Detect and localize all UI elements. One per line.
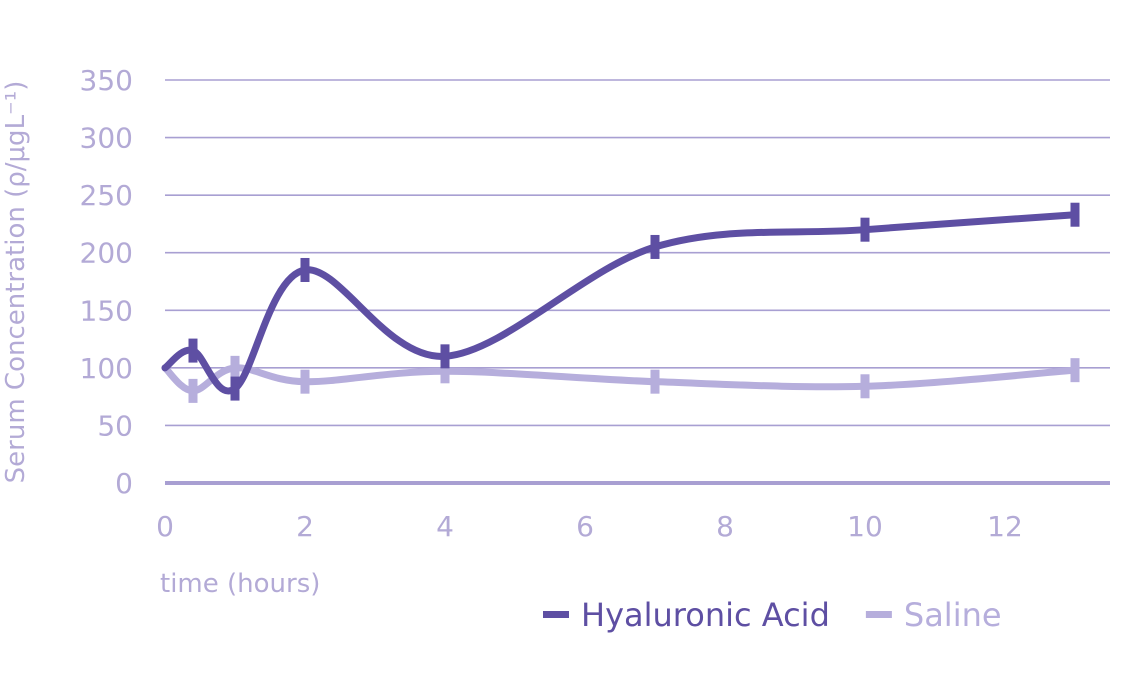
legend-item: Hyaluronic Acid [543,596,830,634]
x-tick-label: 2 [296,510,314,543]
y-tick-label: 150 [80,294,133,327]
data-point-marker [230,376,240,401]
data-point-marker [300,369,310,394]
y-tick-label: 50 [97,409,133,442]
data-point-marker [650,234,660,259]
x-axis-ticks: 0 2 4 6 8 10 12 [156,510,1023,543]
legend-swatch [865,611,892,618]
x-axis-label: time (hours) [160,569,320,599]
legend-label: Saline [904,596,1002,634]
x-tick-label: 0 [156,510,174,543]
x-tick-label: 6 [576,510,594,543]
data-point-marker [860,374,870,399]
series-layer [161,202,1080,403]
y-tick-label: 350 [80,64,133,97]
data-point-marker [188,378,198,403]
y-tick-label: 200 [80,237,133,270]
data-point-marker [230,355,240,380]
data-point-marker [188,338,198,363]
x-tick-label: 4 [436,510,454,543]
series-line [161,211,1079,395]
data-point-marker [1070,358,1080,383]
x-tick-label: 12 [987,510,1023,543]
y-tick-label: 0 [115,467,133,500]
legend-swatch [543,611,569,618]
y-tick-label: 250 [80,179,133,212]
series-hyaluronic-acid [161,202,1080,401]
data-point-marker [650,369,660,394]
legend: Hyaluronic Acid Saline [543,596,1002,634]
series-saline [161,355,1080,403]
legend-label: Hyaluronic Acid [581,596,830,634]
data-point-marker [440,359,450,384]
data-point-marker [300,257,310,282]
legend-item: Saline [865,596,1002,634]
y-tick-label: 100 [80,352,133,385]
x-tick-label: 10 [847,510,883,543]
y-axis-label: Serum Concentration (ρ/μgL⁻¹) [1,81,31,484]
data-point-marker [1070,202,1080,227]
y-axis-ticks: 0 50 100 150 200 250 300 350 [80,64,133,500]
x-tick-label: 8 [716,510,734,543]
y-tick-label: 300 [80,122,133,155]
data-point-marker [860,217,870,242]
data-point-marker [440,344,450,369]
